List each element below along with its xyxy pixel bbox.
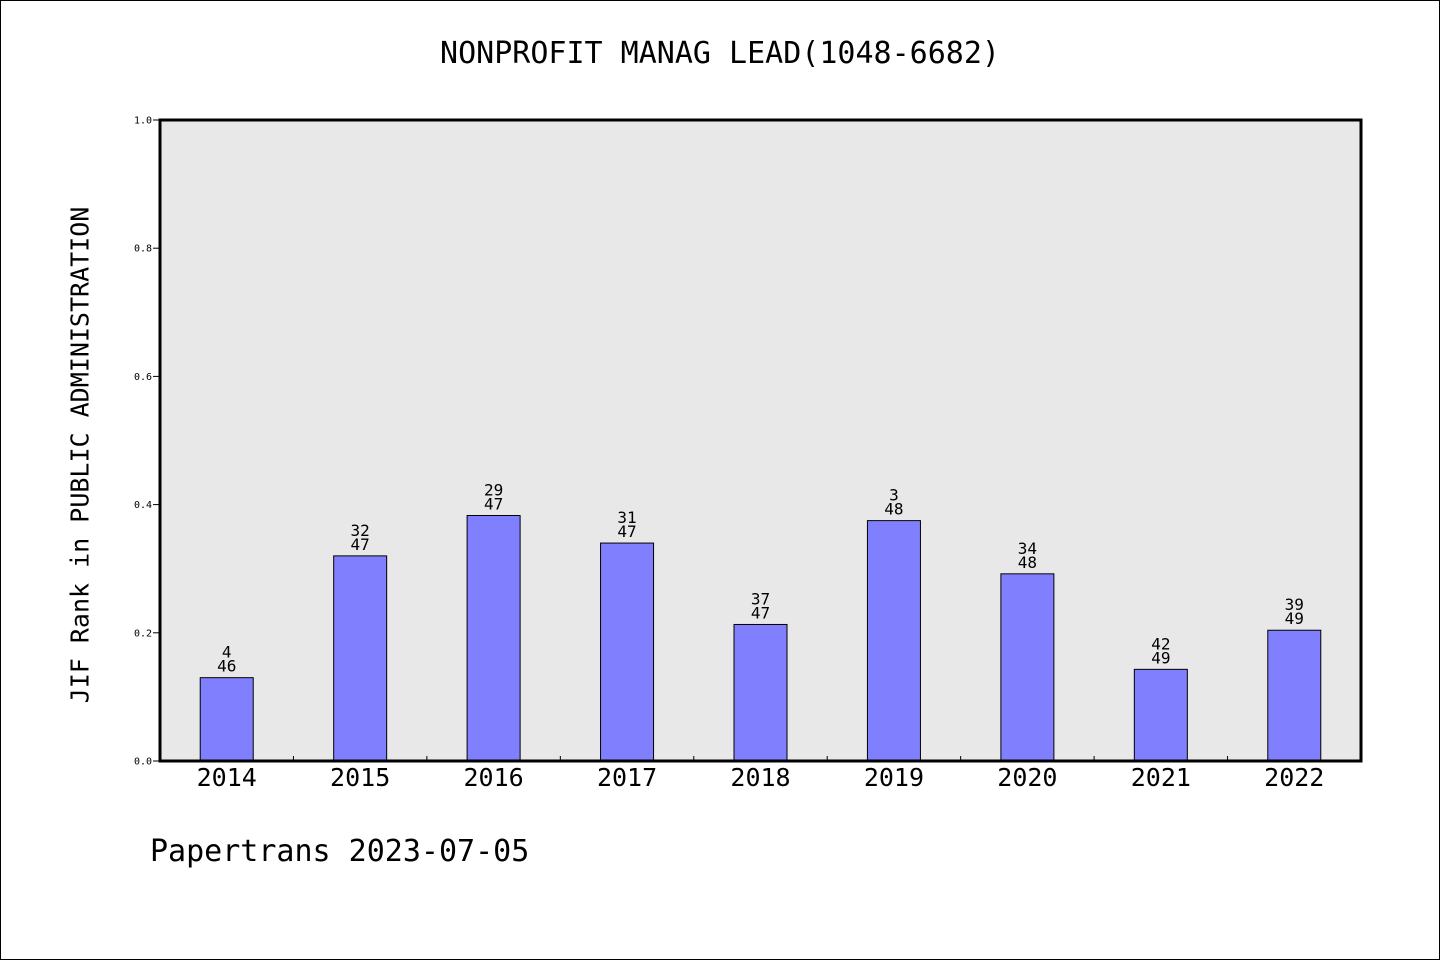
y-tick-label: 0.0	[134, 757, 152, 768]
y-tick-label: 0.2	[134, 628, 152, 639]
bars	[199, 514, 1322, 762]
x-tick-label: 2019	[864, 763, 924, 792]
x-tick-label: 2016	[464, 763, 524, 792]
x-tick-label: 2022	[1264, 763, 1324, 792]
x-tick-label: 2015	[330, 763, 390, 792]
y-tick-label: 0.6	[134, 372, 152, 383]
x-tick-label: 2017	[597, 763, 657, 792]
bar-label-total: 48	[1018, 553, 1037, 572]
bar-label-total: 49	[1151, 648, 1170, 667]
y-axis: 0.0 0.2 0.4 0.6 0.8 1.0	[134, 116, 160, 768]
bar-label-total: 47	[617, 522, 636, 541]
bar-label-rank: 34	[1018, 539, 1037, 558]
chart-title: NONPROFIT MANAG LEAD(1048-6682)	[440, 36, 1000, 71]
bar-label-total: 47	[751, 603, 770, 622]
bar-2022	[1267, 629, 1322, 762]
bar-label-total: 48	[884, 500, 903, 519]
y-tick-label: 1.0	[134, 116, 152, 127]
bar-label-rank: 37	[751, 589, 770, 608]
bar-label-rank: 39	[1285, 595, 1304, 614]
bar-label-rank: 31	[617, 508, 636, 527]
bar-2020	[1000, 573, 1055, 762]
footer-note: Papertrans 2023-07-05	[150, 834, 530, 869]
bar-2016	[466, 514, 521, 762]
x-tick-label: 2020	[997, 763, 1057, 792]
bar-2014	[199, 677, 254, 762]
y-tick-label: 0.8	[134, 244, 152, 255]
bar-label-rank: 32	[351, 521, 370, 540]
bar-label-total: 47	[351, 535, 370, 554]
bar-label-rank: 3	[889, 486, 899, 505]
x-tick-label: 2021	[1131, 763, 1191, 792]
bar-2018	[733, 623, 788, 762]
bar-label-rank: 4	[222, 643, 232, 662]
x-tick-label: 2018	[730, 763, 790, 792]
x-axis: 2014 2015 2016 2017 2018 2019 2020 2021 2022	[197, 756, 1324, 792]
bar-label-rank: 42	[1151, 634, 1170, 653]
bar-2019	[866, 520, 921, 762]
bar-label-total: 46	[217, 657, 236, 676]
bar-2015	[333, 555, 388, 762]
x-tick-label: 2014	[197, 763, 257, 792]
bar-2021	[1133, 668, 1188, 762]
plot-border	[158, 118, 1363, 763]
y-tick-label: 0.4	[134, 500, 152, 511]
bar-2017	[600, 542, 655, 762]
bar-label-rank: 29	[484, 480, 503, 499]
bar-label-total: 49	[1285, 609, 1304, 628]
bar-label-total: 47	[484, 494, 503, 513]
